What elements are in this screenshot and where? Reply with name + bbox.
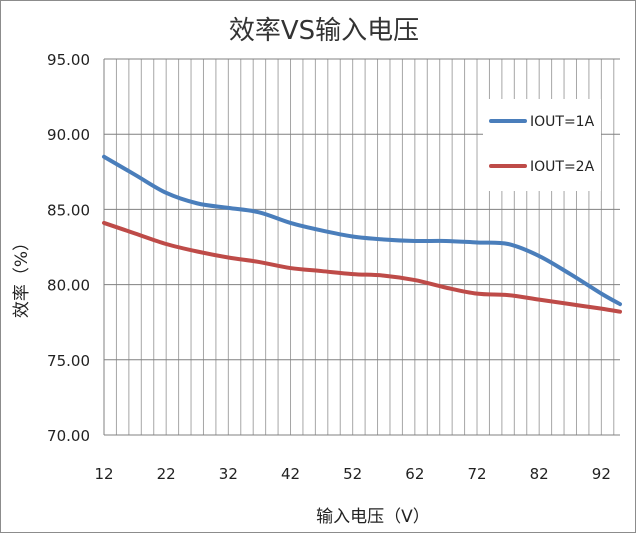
series-line-2 — [102, 220, 622, 314]
x-axis-ticks: 12 22 32 42 52 62 72 82 92 — [94, 465, 610, 483]
y-tick-label: 85.00 — [47, 201, 90, 219]
legend-label: IOUT=2A — [530, 159, 595, 175]
x-tick-label: 62 — [405, 465, 424, 483]
x-tick-label: 82 — [530, 465, 549, 483]
legend-label: IOUT=1A — [530, 114, 595, 130]
x-tick-label: 42 — [281, 465, 300, 483]
series-lines — [102, 154, 622, 314]
x-tick-label: 22 — [157, 465, 176, 483]
y-tick-label: 80.00 — [47, 277, 90, 295]
y-axis-title: 效率（%） — [12, 234, 32, 318]
grid — [103, 58, 620, 436]
y-tick-label: 75.00 — [47, 352, 90, 370]
x-tick-label: 52 — [343, 465, 362, 483]
y-axis-ticks: 95.00 90.00 85.00 80.00 75.00 70.00 — [47, 51, 90, 445]
y-tick-label: 95.00 — [47, 51, 90, 69]
y-tick-label: 90.00 — [47, 126, 90, 144]
legend: IOUT=1A IOUT=2A — [483, 99, 601, 191]
y-tick-label: 70.00 — [47, 427, 90, 445]
x-axis-title: 输入电压（V） — [316, 507, 430, 527]
x-tick-label: 92 — [592, 465, 611, 483]
series-line-1 — [102, 154, 622, 307]
x-tick-label: 12 — [94, 465, 113, 483]
x-tick-label: 32 — [219, 465, 238, 483]
chart-title: 效率VS输入电压 — [229, 16, 419, 46]
x-tick-label: 72 — [467, 465, 486, 483]
legend-box — [483, 99, 601, 191]
